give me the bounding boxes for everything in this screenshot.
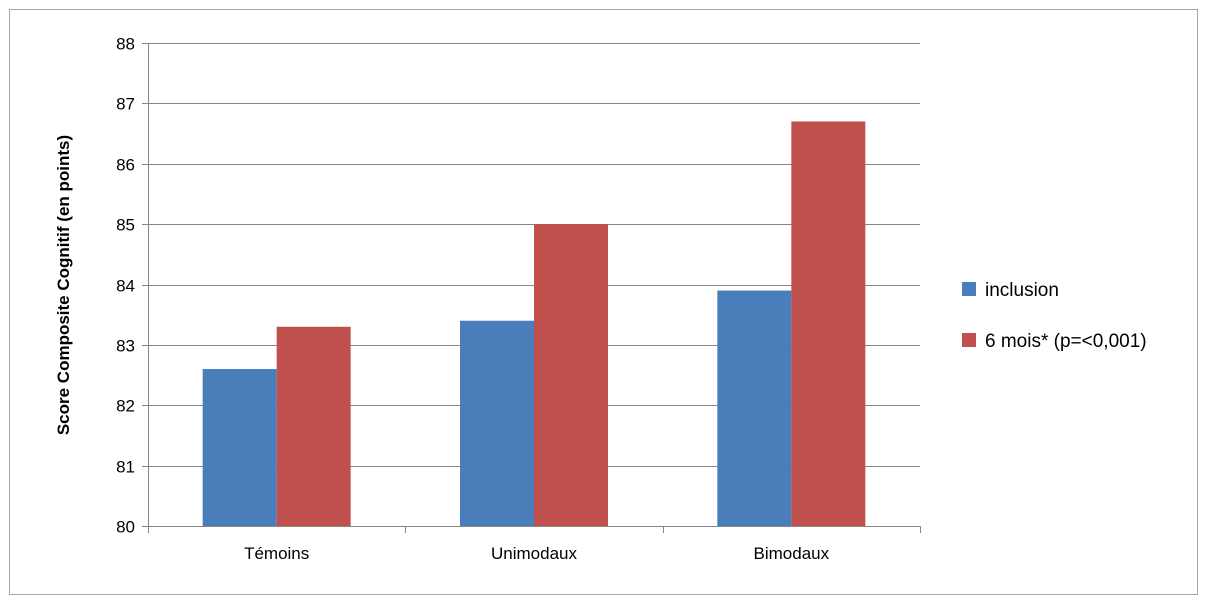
bar-inclusion-1 <box>202 369 277 526</box>
legend: inclusion 6 mois* (p=<0,001) <box>962 280 1147 352</box>
bar-inclusion-3 <box>717 290 792 526</box>
y-tick-label: 84 <box>116 277 135 296</box>
bars <box>202 121 866 527</box>
y-tick-label: 80 <box>116 518 135 537</box>
y-tick-label: 86 <box>116 156 135 175</box>
bar-6-mois-1 <box>276 326 351 526</box>
y-axis-title: Score Composite Cognitif (en points) <box>54 135 73 435</box>
bar-6-mois-2 <box>534 224 608 526</box>
legend-label: 6 mois* (p=<0,001) <box>985 331 1147 352</box>
bar-6-mois-3 <box>791 121 866 527</box>
legend-label: inclusion <box>985 280 1059 301</box>
y-tick-label: 81 <box>116 458 135 477</box>
axes: 80 81 82 83 84 85 86 87 88 Témoins Unimodaux Bimoda… <box>116 35 921 563</box>
legend-swatch <box>962 333 976 347</box>
y-tick-label: 88 <box>116 35 135 54</box>
x-tick-label: Témoins <box>244 544 309 563</box>
bar-inclusion-2 <box>460 320 534 526</box>
y-tick-label: 82 <box>116 397 135 416</box>
x-tick-label: Unimodaux <box>491 544 577 563</box>
y-tick-label: 85 <box>116 216 135 235</box>
y-tick-label: 83 <box>116 337 135 356</box>
y-tick-label: 87 <box>116 95 135 114</box>
x-tick-label: Bimodaux <box>754 544 830 563</box>
legend-swatch <box>962 282 976 296</box>
